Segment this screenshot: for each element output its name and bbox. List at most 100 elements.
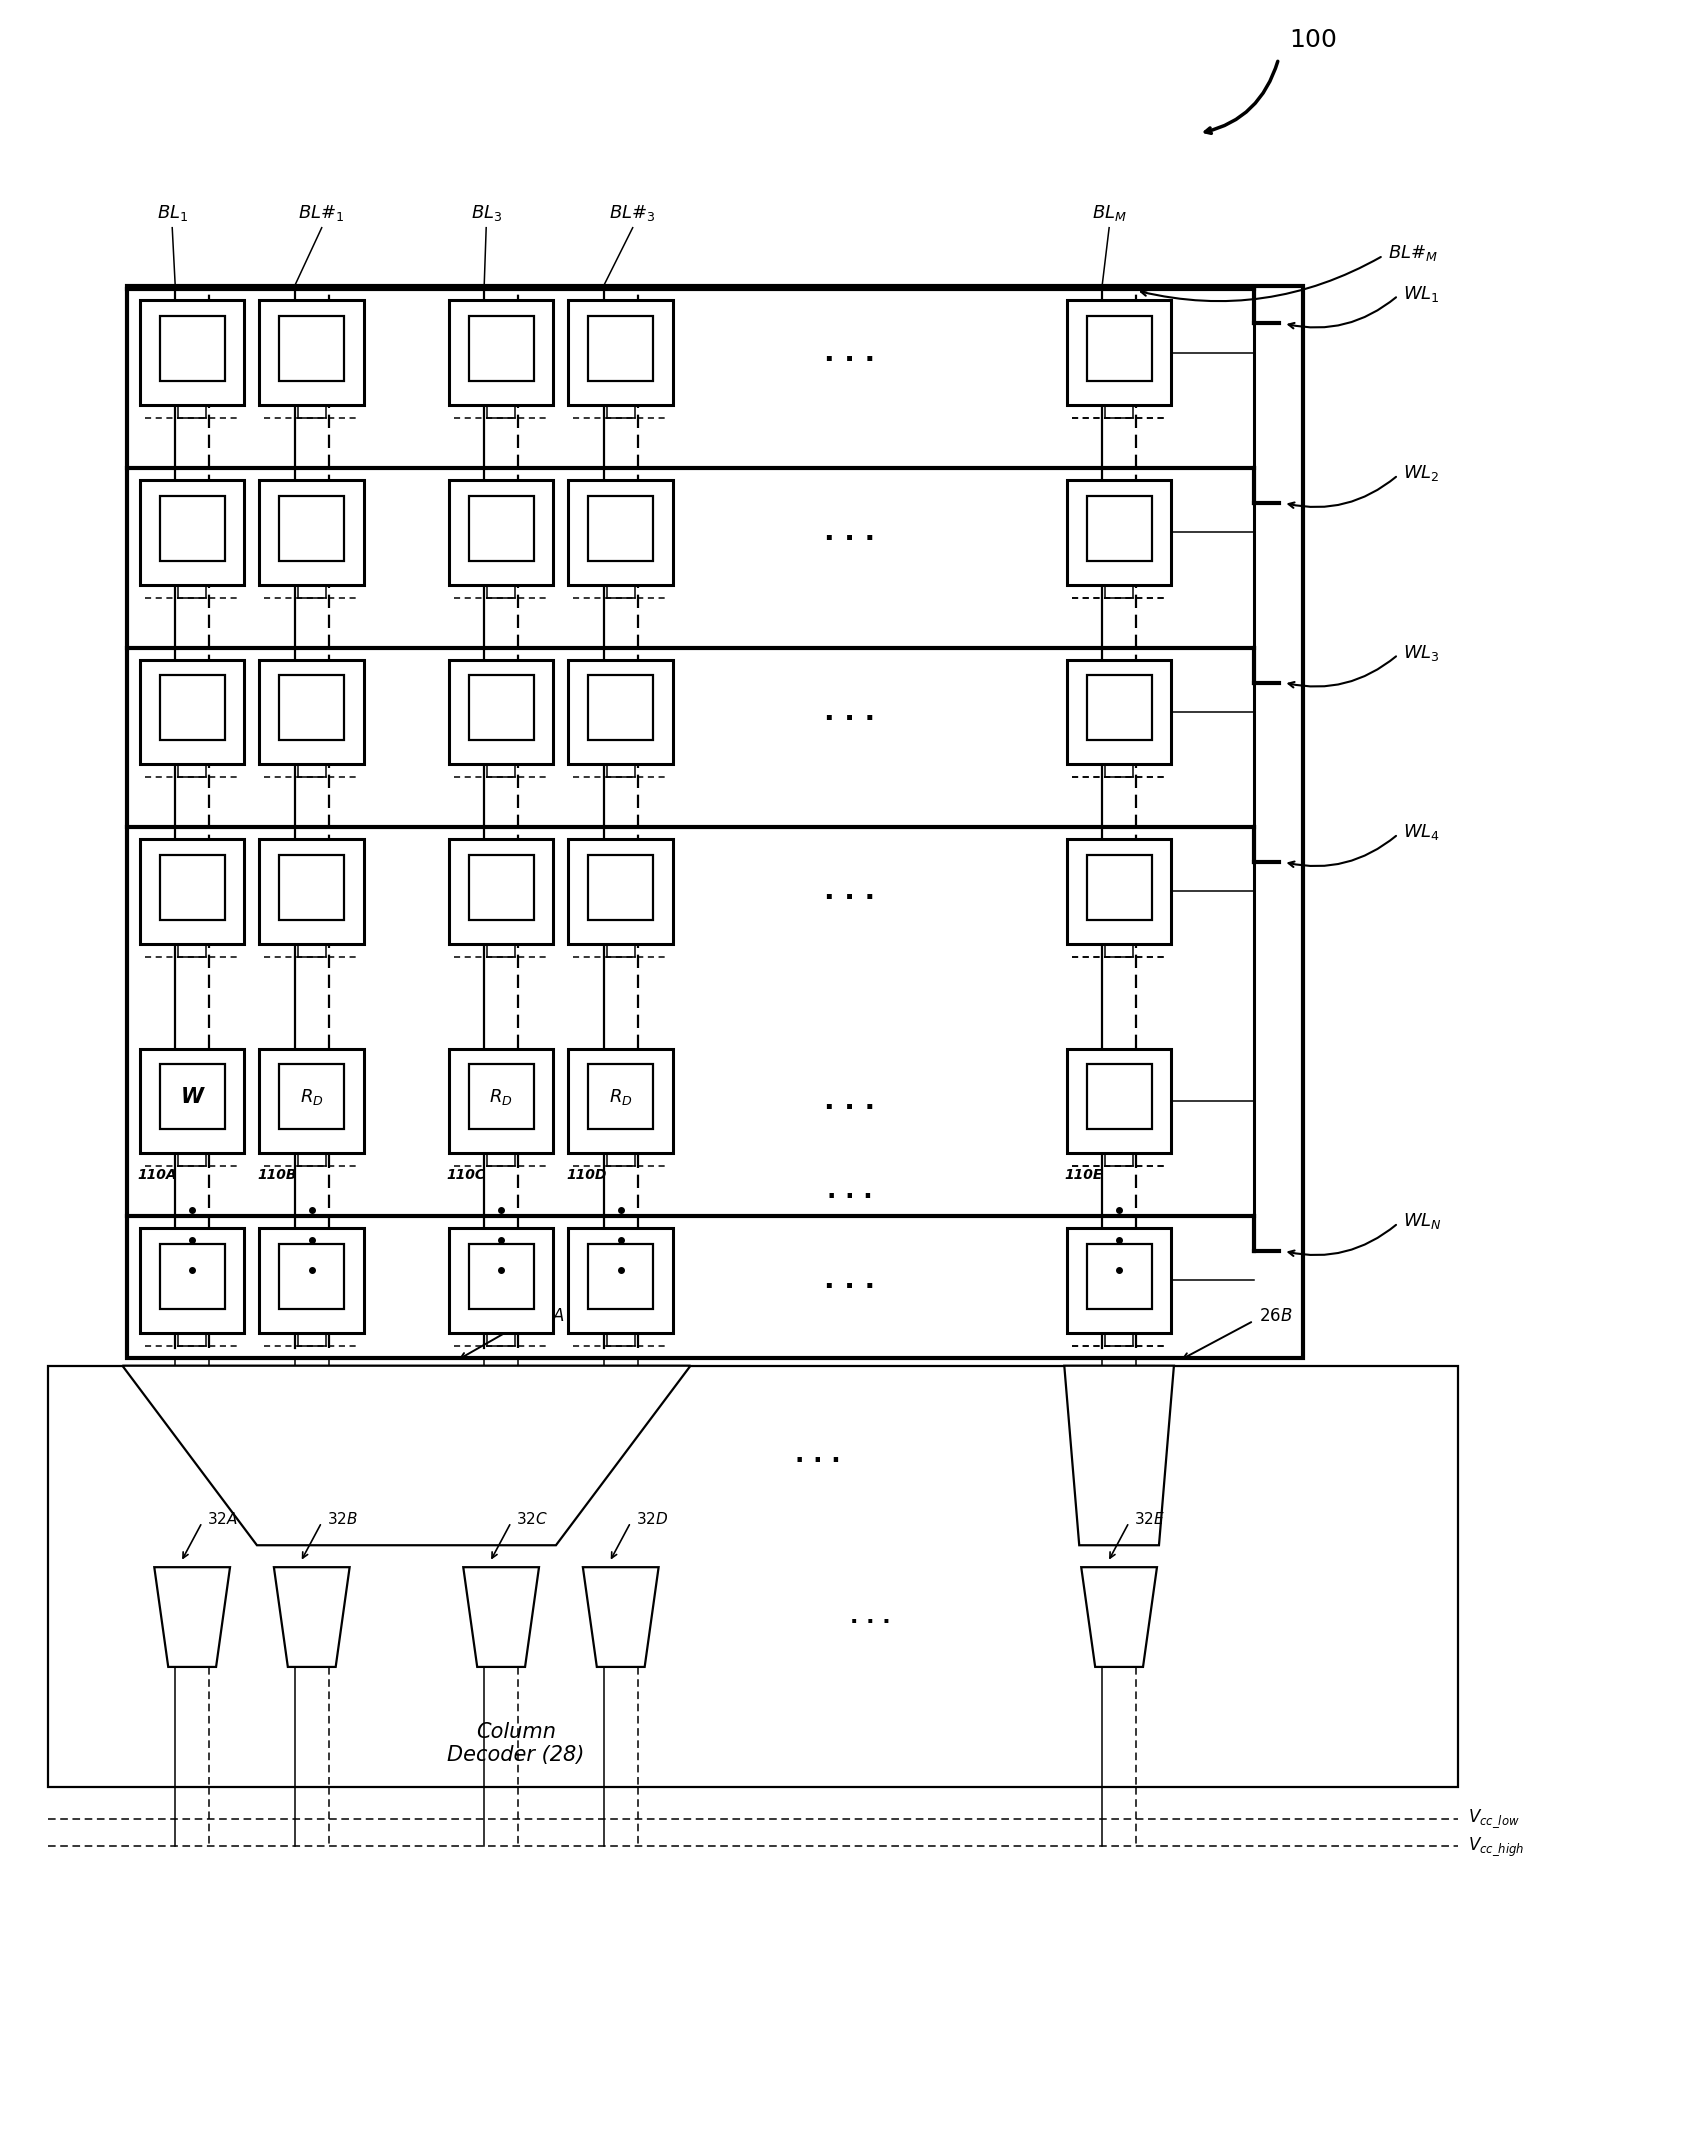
Text: . . .: . . . (824, 1266, 875, 1294)
Text: $32B$: $32B$ (327, 1511, 357, 1528)
Text: 110B: 110B (257, 1168, 296, 1183)
Text: . . .: . . . (824, 1087, 875, 1115)
Bar (159, 1245, 225, 1308)
Bar (140, 300, 244, 405)
Text: $32C$: $32C$ (516, 1511, 548, 1528)
Bar (127, 286, 1303, 1357)
Text: $BL\#_3$: $BL\#_3$ (609, 202, 656, 224)
Text: . . .: . . . (824, 878, 875, 906)
Text: W: W (181, 1087, 203, 1106)
Bar (1086, 1245, 1152, 1308)
Text: . . .: . . . (795, 1443, 841, 1468)
Bar (569, 1048, 673, 1153)
Bar (448, 661, 553, 765)
Text: $R_D$: $R_D$ (609, 1087, 633, 1106)
Bar (47, 1366, 1459, 1786)
Bar (1086, 315, 1152, 381)
Text: $32E$: $32E$ (1134, 1511, 1166, 1528)
Polygon shape (1081, 1566, 1157, 1666)
Text: $BL_3$: $BL_3$ (470, 202, 503, 224)
Text: 110D: 110D (565, 1168, 606, 1183)
Bar (279, 855, 343, 921)
Bar (159, 497, 225, 560)
Text: $32D$: $32D$ (636, 1511, 668, 1528)
Polygon shape (464, 1566, 540, 1666)
Bar (1086, 855, 1152, 921)
Text: 110A: 110A (137, 1168, 178, 1183)
Text: $V_{cc\_high}$: $V_{cc\_high}$ (1469, 1835, 1524, 1858)
Bar (589, 1063, 653, 1129)
Bar (569, 840, 673, 944)
Polygon shape (1064, 1366, 1174, 1545)
Bar (1066, 1048, 1171, 1153)
Text: $BL_M$: $BL_M$ (1091, 202, 1127, 224)
Bar (140, 1048, 244, 1153)
Bar (1086, 497, 1152, 560)
Text: $WL_2$: $WL_2$ (1403, 462, 1440, 484)
Text: $BL_1$: $BL_1$ (157, 202, 188, 224)
Bar (259, 479, 364, 584)
Bar (1066, 840, 1171, 944)
Bar (589, 676, 653, 739)
Text: $100$: $100$ (1289, 28, 1337, 51)
Bar (469, 497, 533, 560)
Bar (569, 300, 673, 405)
Bar (159, 315, 225, 381)
Bar (469, 676, 533, 739)
Text: $WL_1$: $WL_1$ (1403, 283, 1440, 303)
Bar (469, 1063, 533, 1129)
Text: $WL_N$: $WL_N$ (1403, 1210, 1442, 1232)
Bar (1066, 300, 1171, 405)
Bar (589, 315, 653, 381)
Bar (259, 1227, 364, 1332)
Text: 110E: 110E (1064, 1168, 1103, 1183)
Text: $26A$: $26A$ (531, 1306, 565, 1325)
Bar (259, 1048, 364, 1153)
Bar (448, 1048, 553, 1153)
Bar (140, 661, 244, 765)
Bar (259, 661, 364, 765)
Text: $BL\#_1$: $BL\#_1$ (298, 202, 345, 224)
Bar (589, 1245, 653, 1308)
Text: $BL\#_M$: $BL\#_M$ (1387, 243, 1438, 262)
Bar (259, 300, 364, 405)
Text: 110C: 110C (447, 1168, 486, 1183)
Bar (589, 855, 653, 921)
Text: . . .: . . . (824, 518, 875, 546)
Bar (448, 1227, 553, 1332)
Bar (469, 855, 533, 921)
Bar (140, 840, 244, 944)
Bar (569, 1227, 673, 1332)
Bar (1066, 479, 1171, 584)
Text: . . .: . . . (824, 699, 875, 727)
Bar (469, 315, 533, 381)
Bar (1086, 1063, 1152, 1129)
Polygon shape (582, 1566, 658, 1666)
Polygon shape (122, 1366, 690, 1545)
Bar (140, 479, 244, 584)
Text: $R_D$: $R_D$ (299, 1087, 323, 1106)
Text: $V_{cc\_low}$: $V_{cc\_low}$ (1469, 1807, 1519, 1831)
Bar (448, 300, 553, 405)
Polygon shape (154, 1566, 230, 1666)
Bar (279, 676, 343, 739)
Bar (589, 497, 653, 560)
Text: $26B$: $26B$ (1259, 1306, 1293, 1325)
Polygon shape (274, 1566, 350, 1666)
Text: $32A$: $32A$ (206, 1511, 239, 1528)
Bar (569, 661, 673, 765)
Bar (140, 1227, 244, 1332)
Bar (279, 315, 343, 381)
Bar (259, 840, 364, 944)
Bar (279, 1245, 343, 1308)
Bar (1086, 676, 1152, 739)
Text: . . .: . . . (827, 1178, 873, 1202)
Text: $WL_3$: $WL_3$ (1403, 644, 1440, 663)
Bar (159, 1063, 225, 1129)
Bar (1066, 1227, 1171, 1332)
Bar (159, 855, 225, 921)
Bar (448, 479, 553, 584)
Text: $WL_4$: $WL_4$ (1403, 823, 1440, 842)
Bar (448, 840, 553, 944)
Bar (569, 479, 673, 584)
